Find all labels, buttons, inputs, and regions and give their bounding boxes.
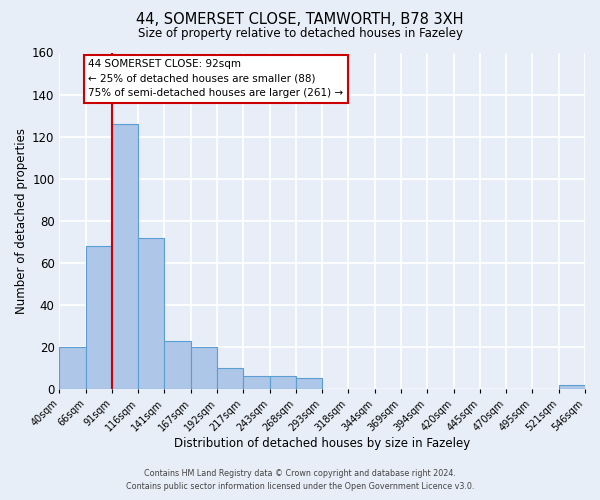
- Text: 44, SOMERSET CLOSE, TAMWORTH, B78 3XH: 44, SOMERSET CLOSE, TAMWORTH, B78 3XH: [136, 12, 464, 28]
- X-axis label: Distribution of detached houses by size in Fazeley: Distribution of detached houses by size …: [174, 437, 470, 450]
- Y-axis label: Number of detached properties: Number of detached properties: [15, 128, 28, 314]
- Bar: [270, 376, 296, 389]
- Bar: [86, 246, 112, 389]
- Bar: [139, 238, 164, 389]
- Text: Size of property relative to detached houses in Fazeley: Size of property relative to detached ho…: [137, 28, 463, 40]
- Bar: [112, 124, 139, 389]
- Bar: [559, 384, 585, 389]
- Text: 44 SOMERSET CLOSE: 92sqm
← 25% of detached houses are smaller (88)
75% of semi-d: 44 SOMERSET CLOSE: 92sqm ← 25% of detach…: [88, 59, 344, 98]
- Bar: [296, 378, 322, 389]
- Bar: [191, 347, 217, 389]
- Bar: [59, 347, 86, 389]
- Bar: [164, 340, 191, 389]
- Bar: [243, 376, 270, 389]
- Text: Contains HM Land Registry data © Crown copyright and database right 2024.
Contai: Contains HM Land Registry data © Crown c…: [126, 470, 474, 491]
- Bar: [217, 368, 243, 389]
